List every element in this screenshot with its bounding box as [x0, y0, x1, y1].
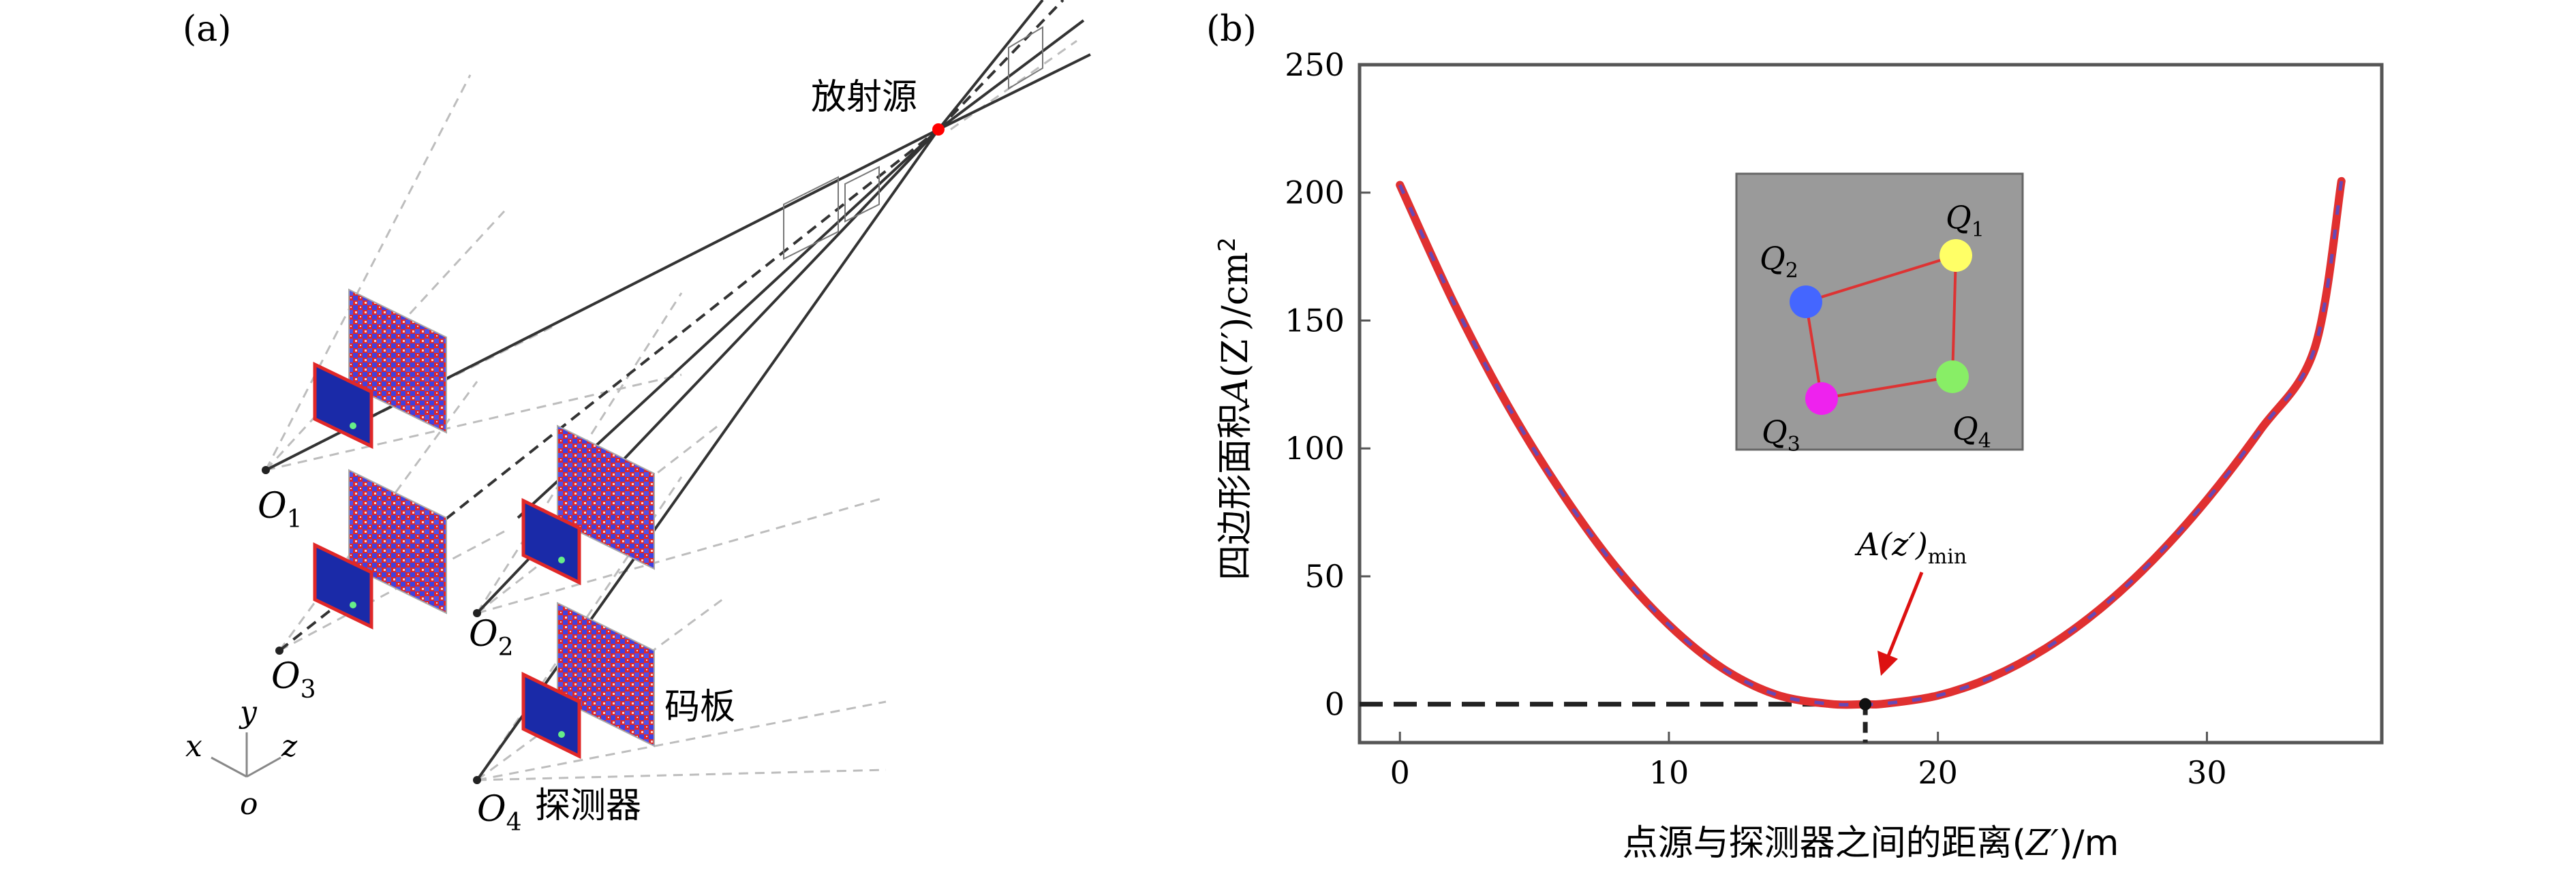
projection-boxes: [783, 26, 1043, 260]
ray-lines-dashed: [278, 0, 1064, 652]
station-origin: [473, 776, 481, 784]
label-q1: Q1: [1946, 199, 1984, 242]
station-label-o2: O2: [469, 614, 514, 662]
x-axis-title: 点源与探测器之间的距离(Z′)/m: [1623, 823, 2119, 864]
mask-plate: [557, 602, 655, 747]
mask-plate: [348, 288, 447, 434]
y-tick-label: 50: [1304, 558, 1345, 595]
mask-label: 码板: [664, 687, 735, 728]
panel-a: (a): [183, 0, 1091, 837]
detector: [521, 497, 581, 586]
axis-x-label: x: [185, 729, 202, 764]
panel-b-label: (b): [1206, 9, 1257, 50]
detector-label: 探测器: [535, 786, 641, 826]
axis-z-label: z: [281, 729, 298, 764]
mask-plate: [557, 424, 655, 570]
panel-a-label: (a): [183, 9, 232, 50]
detector-spot: [350, 422, 356, 429]
x-tick-label: 30: [2187, 754, 2227, 791]
axis-origin-label: o: [240, 787, 258, 822]
x-tick-label: 10: [1649, 754, 1689, 791]
inset-quadrilateral: Q1 Q2 Q3 Q4: [1735, 172, 2024, 456]
minimum-annotation: A(z′)min: [1854, 526, 1967, 569]
point-q4: [1936, 360, 1969, 393]
y-axis-ticks: 0 50 100 150 200 250: [1285, 46, 1370, 723]
detector: [313, 542, 373, 630]
source-label: 放射源: [811, 77, 917, 118]
label-q4: Q4: [1952, 410, 1991, 453]
station-origin: [262, 466, 270, 474]
station-3: [275, 469, 447, 655]
axis-triad: [211, 732, 281, 778]
y-tick-label: 200: [1285, 174, 1345, 211]
x-axis-ticks: 0 10 20 30: [1390, 732, 2227, 791]
station-4: [473, 602, 655, 784]
detector: [521, 671, 581, 760]
source-point: [932, 123, 945, 136]
mask-plate: [348, 469, 447, 615]
station-origin: [275, 647, 283, 655]
axis-y-label: y: [239, 695, 258, 730]
y-axis-title: 四边形面积A(Z′)/cm2: [1214, 237, 1256, 580]
y-tick-label: 250: [1285, 46, 1345, 83]
plot-frame: [1358, 63, 2384, 745]
station-label-o3: O3: [271, 656, 316, 704]
curve-dash-overlay: [1398, 181, 2344, 706]
detector-spot: [558, 557, 565, 563]
station-2: [473, 424, 655, 617]
minimum-marker: [1859, 698, 1872, 711]
inset-background: [1735, 172, 2024, 451]
x-tick-label: 0: [1390, 754, 1410, 791]
label-q2: Q2: [1760, 240, 1798, 283]
station-label-o4: O4: [477, 789, 522, 837]
y-tick-label: 100: [1285, 430, 1345, 467]
detector: [313, 362, 373, 449]
detector-spot: [350, 602, 356, 608]
minimum-guide-lines: [1360, 702, 1868, 743]
y-tick-label: 150: [1285, 302, 1345, 339]
series-curve: [1396, 176, 2346, 709]
label-q3: Q3: [1762, 414, 1800, 456]
detector-spot: [558, 731, 565, 738]
station-origin: [473, 609, 481, 617]
annotation-arrow: [1877, 572, 1924, 676]
y-tick-label: 0: [1325, 686, 1345, 723]
x-tick-label: 20: [1918, 754, 1958, 791]
station-1: [262, 288, 447, 474]
minimum-point: [1859, 698, 1872, 711]
station-label-o1: O1: [258, 486, 303, 533]
panel-b: (b) 0 10 20 30 0 50 100 150 200 250 A(z′)min Q1 …: [1206, 9, 2384, 864]
point-q3: [1805, 382, 1838, 415]
point-q2: [1790, 285, 1822, 318]
point-q1: [1939, 239, 1972, 272]
